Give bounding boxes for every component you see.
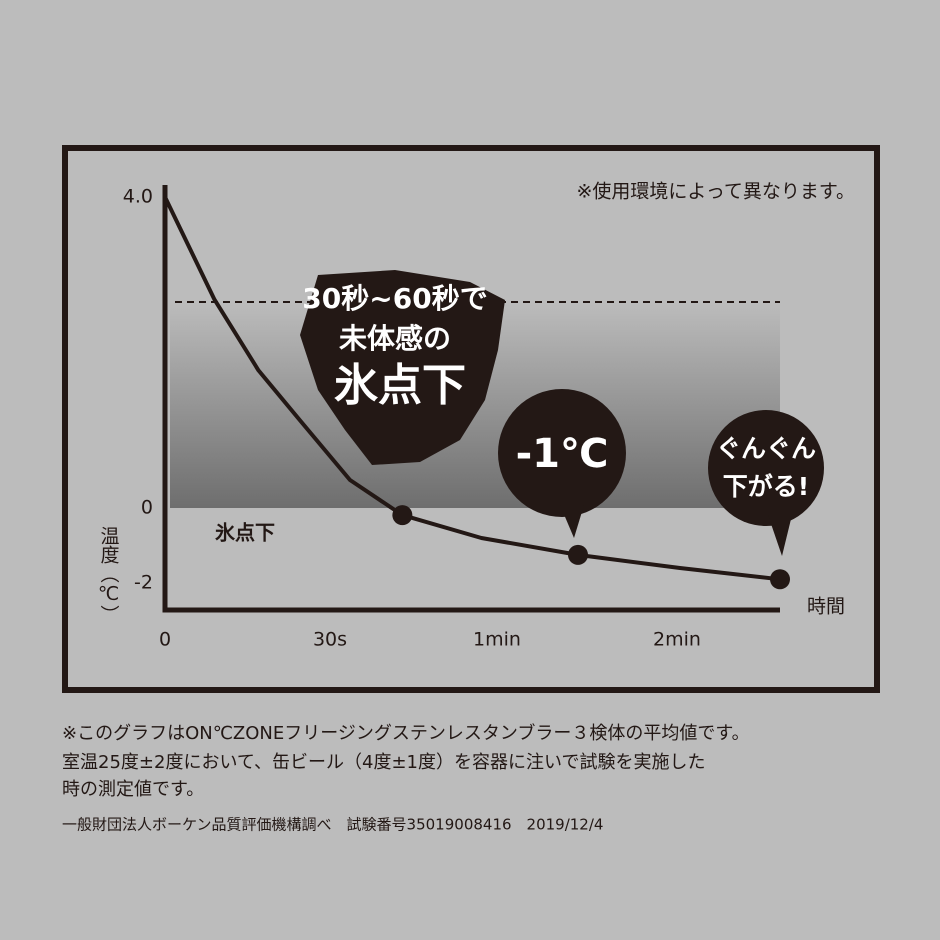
y-tick-label: 4.0 bbox=[123, 186, 153, 208]
callout-text: 未体感の bbox=[339, 322, 451, 355]
footer-text: 室温25度±2度において、缶ビール（4度±1度）を容器に注いで試験を実施した bbox=[62, 752, 705, 773]
y-tick-label: -2 bbox=[134, 572, 153, 594]
callout-text: 下がる! bbox=[723, 472, 809, 501]
callout-text: -1℃ bbox=[516, 431, 609, 477]
note: ※使用環境によって異なります。 bbox=[576, 181, 855, 203]
callout-bubble bbox=[498, 389, 626, 517]
frame bbox=[62, 145, 880, 693]
footer-text: 一般財団法人ボーケン品質評価機構調べ 試験番号35019008416 2019/… bbox=[62, 816, 603, 834]
footer-text: ※このグラフはON℃ZONEフリージングステンレスタンブラー３検体の平均値です。 bbox=[62, 722, 750, 744]
callout-text: ぐんぐん bbox=[716, 434, 816, 463]
y-axis-label: 温度（℃） bbox=[98, 526, 120, 624]
x-tick-label: 0 bbox=[159, 629, 171, 651]
callout-tail bbox=[768, 515, 792, 556]
callout-blob bbox=[300, 270, 505, 465]
callout-tail bbox=[560, 505, 584, 538]
data-point bbox=[392, 505, 413, 526]
x-tick-label: 2min bbox=[653, 629, 701, 651]
callout-bubble bbox=[708, 410, 824, 526]
data-point bbox=[770, 569, 790, 590]
x-tick-label: 30s bbox=[313, 629, 347, 651]
callout-text: 30秒~60秒で bbox=[302, 282, 487, 315]
data-point bbox=[568, 544, 588, 565]
temperature-line bbox=[163, 196, 781, 582]
x-tick-label: 1min bbox=[473, 629, 521, 651]
x-axis-label: 時間 bbox=[807, 596, 845, 618]
callout-text: 氷点下 bbox=[334, 360, 466, 411]
footer-text: 時の測定値です。 bbox=[62, 779, 204, 800]
band-label: 氷点下 bbox=[215, 521, 275, 545]
y-tick-label: 0 bbox=[141, 497, 153, 519]
